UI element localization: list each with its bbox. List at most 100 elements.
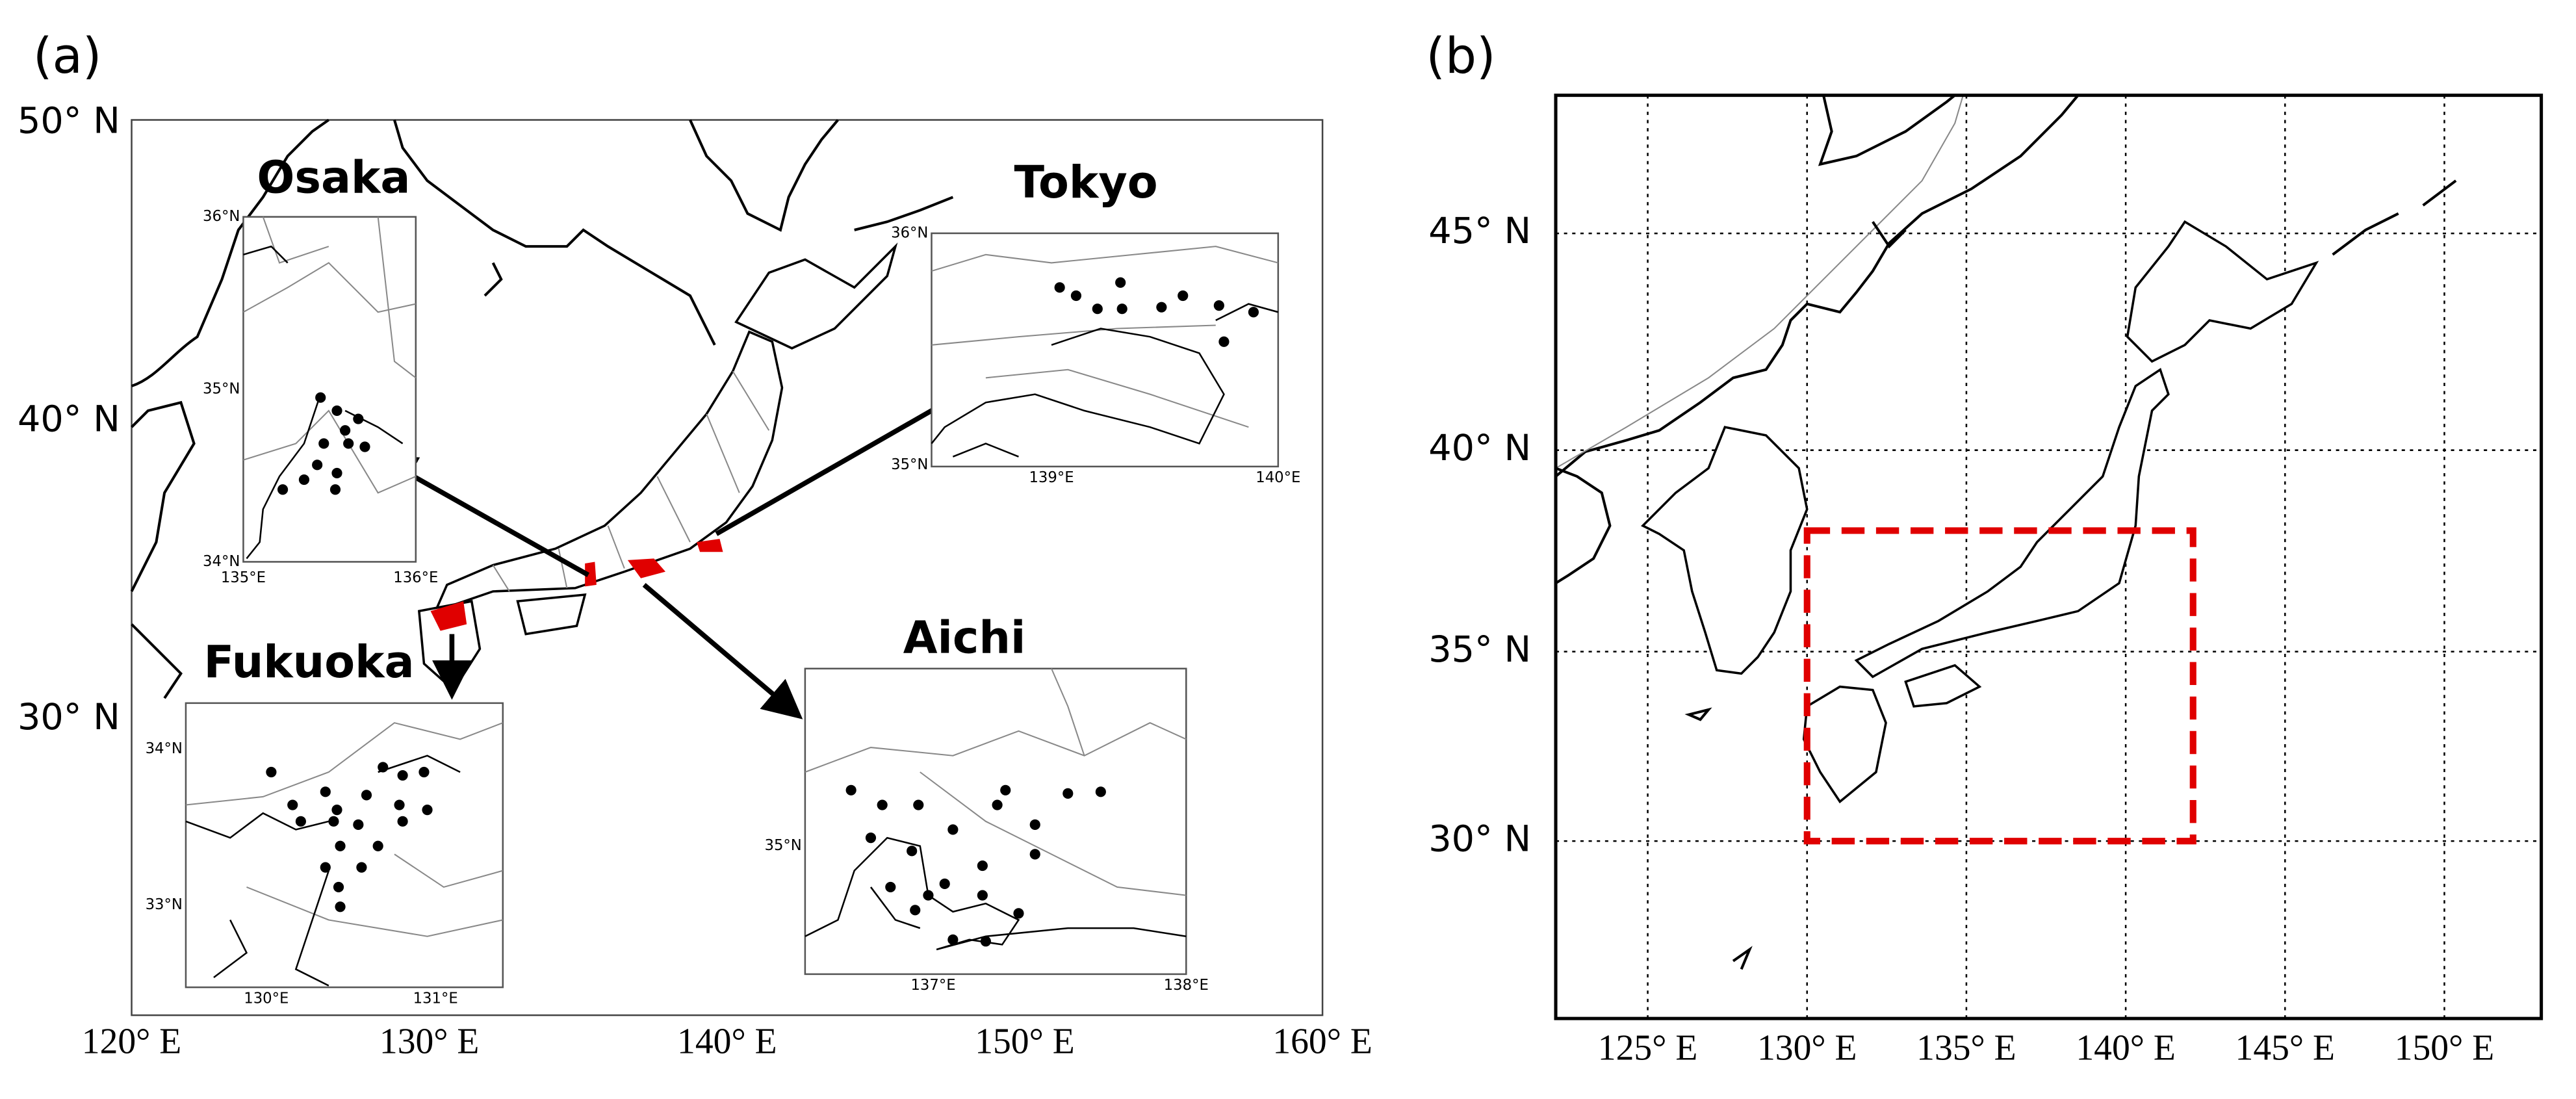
y-tick-label: 35° N <box>1428 628 1531 671</box>
monitoring-site <box>333 881 344 893</box>
monitoring-site <box>331 805 342 816</box>
monitoring-site <box>340 425 351 436</box>
inset-x-tick-label: 139°E <box>1029 469 1074 486</box>
monitoring-site <box>394 799 405 810</box>
inset-x-tick-label: 137°E <box>910 977 955 994</box>
monitoring-site <box>329 484 341 495</box>
monitoring-site <box>1070 290 1082 302</box>
monitoring-site <box>353 413 364 424</box>
monitoring-site <box>287 799 298 810</box>
monitoring-site <box>320 862 331 873</box>
inset-y-tick-label: 35°N <box>765 837 802 854</box>
y-tick-label: 50° N <box>18 100 120 142</box>
monitoring-site <box>356 862 367 873</box>
monitoring-site <box>865 833 877 844</box>
y-tick-label: 40° N <box>1428 427 1531 469</box>
monitoring-site <box>266 766 277 778</box>
monitoring-site <box>1115 277 1126 288</box>
highlighted-regions <box>430 539 723 631</box>
monitoring-site <box>992 799 1003 810</box>
x-tick-label: 150° E <box>2395 1028 2494 1068</box>
monitoring-site <box>331 467 342 479</box>
monitoring-site <box>1218 336 1230 347</box>
monitoring-site <box>353 819 364 830</box>
monitoring-site <box>923 890 934 901</box>
monitoring-site <box>1054 282 1065 293</box>
x-tick-label: 145° E <box>2235 1028 2335 1068</box>
monitoring-site <box>328 816 339 827</box>
monitoring-site <box>1095 786 1106 797</box>
panel-label: (a) <box>33 27 102 84</box>
monitoring-site <box>977 890 988 901</box>
inset-y-tick-label: 35°N <box>203 381 240 398</box>
monitoring-site <box>315 392 326 403</box>
monitoring-site <box>1029 819 1040 830</box>
inset-y-tick-label: 36°N <box>891 224 928 241</box>
monitoring-site <box>343 438 354 449</box>
monitoring-site <box>335 901 346 912</box>
x-tick-label: 130° E <box>380 1021 479 1061</box>
inset-title: Aichi <box>903 612 1026 664</box>
monitoring-site <box>331 405 342 417</box>
monitoring-site <box>419 766 430 778</box>
inset-y-tick-label: 33°N <box>146 896 183 913</box>
x-tick-label: 125° E <box>1598 1028 1697 1068</box>
monitoring-site <box>335 840 346 851</box>
monitoring-site <box>1116 304 1127 315</box>
monitoring-site <box>877 799 888 810</box>
monitoring-site <box>947 934 959 945</box>
x-tick-label: 140° E <box>677 1021 777 1061</box>
insets: Osaka 135°E 136°E 36°N 35°N 34°N Tokyo 139°E 140… <box>146 153 1301 1007</box>
monitoring-site <box>372 840 383 851</box>
monitoring-site <box>980 936 992 947</box>
inset-frame <box>804 667 1187 976</box>
monitoring-site <box>939 878 950 889</box>
monitoring-site <box>1092 304 1103 315</box>
monitoring-site <box>907 846 918 857</box>
monitoring-site <box>1248 307 1259 318</box>
x-tick-label: 120° E <box>82 1021 181 1061</box>
monitoring-site <box>977 860 988 872</box>
monitoring-site <box>1213 300 1224 311</box>
monitoring-site <box>318 438 329 449</box>
inset-y-tick-label: 36°N <box>203 208 240 225</box>
x-tick-label: 135° E <box>1916 1028 2016 1068</box>
monitoring-site <box>361 790 372 801</box>
monitoring-site <box>947 824 959 835</box>
monitoring-site <box>1000 784 1011 795</box>
inset-x-tick-label: 140°E <box>1256 469 1300 486</box>
monitoring-site <box>359 441 370 452</box>
panel-b: (b) <box>1426 27 2544 1020</box>
y-tick-label: 30° N <box>1428 818 1531 860</box>
x-tick-label: 140° E <box>2076 1028 2175 1068</box>
monitoring-site <box>910 905 921 916</box>
panel-label: (b) <box>1426 27 1495 84</box>
monitoring-site <box>298 474 310 485</box>
inset-y-tick-label: 34°N <box>203 553 240 570</box>
monitoring-site <box>277 484 289 495</box>
monitoring-site <box>378 762 389 773</box>
inset-x-tick-label: 131°E <box>413 990 458 1007</box>
y-tick-label: 30° N <box>18 696 120 738</box>
monitoring-site <box>397 769 408 781</box>
monitoring-site <box>885 881 896 893</box>
study-area-box <box>1803 527 2196 845</box>
coastlines <box>130 118 954 699</box>
x-tick-label: 150° E <box>975 1021 1074 1061</box>
inset-x-tick-label: 136°E <box>393 569 438 586</box>
inset-title: Fukuoka <box>203 637 414 688</box>
inset-x-tick-label: 130°E <box>244 990 289 1007</box>
panel-a: (a) <box>33 27 1324 1016</box>
monitoring-site <box>295 816 306 827</box>
monitoring-site <box>397 816 408 827</box>
inset-title: Osaka <box>257 153 410 204</box>
monitoring-site <box>1029 849 1040 860</box>
monitoring-site <box>845 784 857 795</box>
inset-x-tick-label: 135°E <box>221 569 266 586</box>
y-tick-label: 45° N <box>1428 210 1531 252</box>
inset-title: Tokyo <box>1014 157 1158 209</box>
monitoring-site <box>312 459 323 471</box>
monitoring-site <box>422 805 433 816</box>
x-tick-label: 130° E <box>1757 1028 1857 1068</box>
